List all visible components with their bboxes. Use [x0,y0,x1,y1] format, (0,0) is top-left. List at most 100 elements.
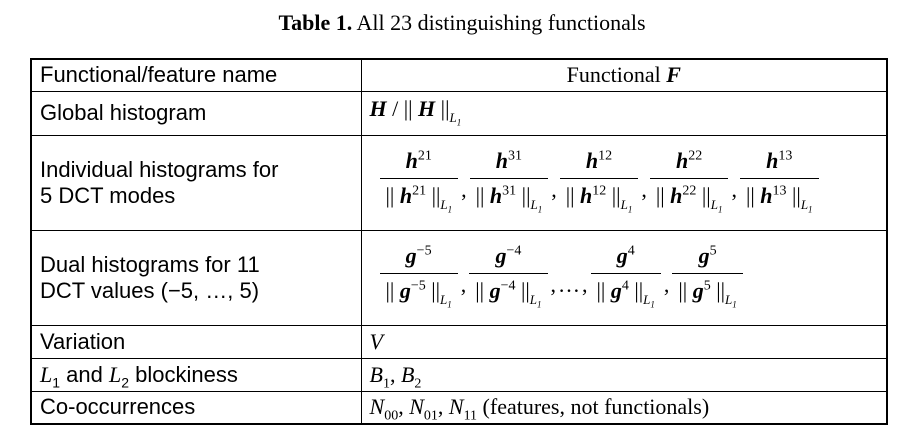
formula-H: H [369,95,387,121]
norm-subscript: L1 [440,196,453,215]
header-feature-name: Functional/feature name [30,58,362,92]
fraction-superscript: 4 [627,243,635,259]
fraction-superscript: 31 [508,148,523,164]
row-name-cooccurrence: Co-occurrences [30,390,362,425]
fraction-superscript: 4 [621,278,629,294]
fraction-denominator: || h12 ||L1 [559,177,639,218]
row-name-global: Global histogram [30,90,362,136]
fraction-list: g−5 || g−5 ||L1, g−4 || g−4 ||L1,…, g4 || g4 … [370,243,879,313]
fraction-superscript: 5 [709,243,717,259]
cooccurrence-formula: N00, N01, N11 (features, not functionals… [360,390,888,425]
norm-subscript: L1 [643,292,655,310]
norm-subscript: L1 [530,196,543,215]
norm-L-sub: 1 [447,204,453,215]
fraction-numerator: g−4 [489,243,527,273]
norm-close: || [696,182,711,208]
row-name-dual: Dual histograms for 11 DCT values (−5, …,… [30,229,362,326]
norm-L-sub: 1 [537,204,543,215]
blk-L2-sub: 2 [121,373,130,390]
row-name-line: Dual histograms for 11 [40,251,260,277]
fraction-numerator: h12 [580,148,618,178]
norm-open: || [385,277,400,303]
fraction-superscript: −5 [410,278,426,294]
blk-B2: B [400,361,415,387]
comma-separator: , [550,271,557,297]
fraction-symbol: h [760,182,773,208]
row-name-line: Individual histograms for [40,156,279,182]
fraction-denominator: || g4 ||L1 [590,272,661,313]
norm-open: || [475,277,490,303]
formula-norm-close: || [435,95,450,121]
comma-separator: , [582,271,588,297]
blk-B2-sub: 2 [414,375,422,391]
row-name-variation: Variation [30,324,362,359]
table-caption: Table 1. All 23 distinguishing functiona… [0,10,924,36]
fraction-list: h21 || h21 ||L1, h31 || h31 ||L1, h12 || h12 … [370,148,879,218]
fraction-superscript: 21 [412,183,427,199]
fraction-superscript: 22 [688,148,703,164]
norm-subscript: L1 [710,196,723,214]
norm-L-sub: 1 [808,204,813,215]
fraction-symbol: g [610,277,622,303]
fraction-denominator: || h13 ||L1 [739,177,819,218]
norm-close: || [786,182,801,208]
norm-L: L [440,196,448,212]
fraction-superscript: 12 [598,148,613,164]
header-functional-prefix: Functional [566,62,667,88]
fraction-superscript: −4 [506,243,522,259]
fraction-superscript: 12 [592,183,607,199]
fraction-symbol: g [616,242,628,268]
header-functional: Functional F [360,58,888,92]
norm-open: || [655,182,671,208]
blk-and: and [60,361,109,387]
norm-open: || [678,277,693,303]
fraction-symbol: g [495,242,507,268]
norm-open: || [565,182,581,208]
blk-B1: B [369,361,383,387]
functionals-table: Functional/feature name Functional F Glo… [30,58,888,425]
fraction: g−5 || g−5 ||L1 [379,243,458,313]
norm-open: || [596,277,611,303]
norm-subscript: L1 [440,292,452,309]
cooccurrence-sep: , [437,394,449,420]
row-name-blockiness: L1 and L2 blockiness [30,357,362,392]
norm-L: L [800,196,809,212]
comma-separator: , [461,176,467,202]
fraction-denominator: || g−5 ||L1 [379,272,458,313]
fraction: g5 || g5 ||L1 [672,243,743,313]
fraction: g−4 || g−4 ||L1 [469,243,548,313]
table-row: Individual histograms for 5 DCT modes h 21… [30,134,888,231]
norm-L-sub: 1 [650,299,655,310]
formula-H-norm: H [418,95,436,121]
row-name-individual: Individual histograms for 5 DCT modes [30,134,362,231]
fraction-symbol: h [585,147,599,173]
formula-L-sub: 1 [456,117,462,128]
norm-L: L [530,196,538,212]
caption-label: Table 1. [278,10,353,35]
blk-L1-sub: 1 [52,373,61,390]
blk-suffix: blockiness [129,361,238,387]
cooccurrence-sub: 01 [423,408,438,424]
norm-close: || [628,277,644,303]
comma-separator: , [551,176,557,202]
cooccurrence-N: N [448,394,464,420]
blockiness-formula: B1, B2 [360,357,888,392]
norm-subscript: L1 [800,196,813,215]
norm-open: || [745,182,761,208]
variation-formula: V [360,324,888,359]
norm-L: L [710,196,718,212]
blk-B1-sub: 1 [382,375,390,391]
cooccurrence-N: N [369,394,385,420]
table-row: Global histogram H / || H ||L1 [30,90,888,136]
norm-subscript: L1 [621,197,633,214]
comma-separator: , [731,176,737,202]
norm-close: || [710,277,726,303]
fraction-numerator: g4 [611,243,641,273]
fraction-symbol: h [495,147,509,173]
ellipsis: … [558,271,581,297]
formula-L: L [449,109,457,125]
fraction: g4 || g4 ||L1 [590,243,661,313]
fraction: h13 || h13 ||L1 [739,148,819,218]
fraction-symbol: h [405,147,418,173]
cooccurrence-N: N [409,394,424,420]
